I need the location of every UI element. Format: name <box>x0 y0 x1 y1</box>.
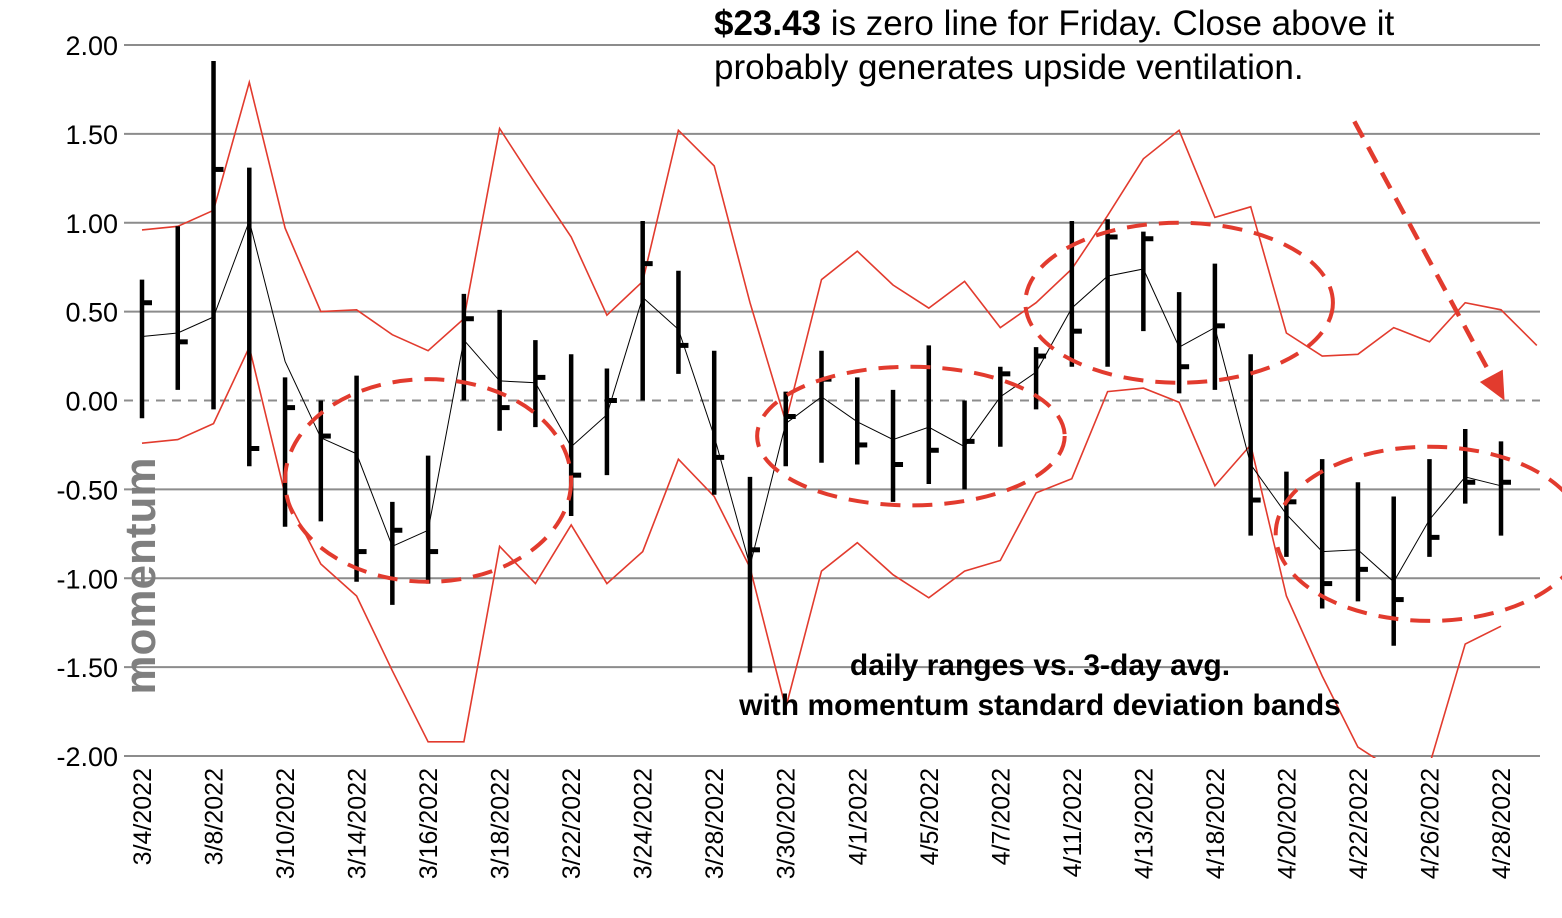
trend-arrow-head <box>1479 369 1505 401</box>
x-tick-label: 4/13/2022 <box>1130 768 1158 879</box>
y-tick-label: 1.50 <box>65 120 118 150</box>
x-tick-label: 4/20/2022 <box>1273 768 1301 879</box>
x-tick-label: 4/5/2022 <box>916 768 944 865</box>
highlight-ellipse <box>1273 444 1562 623</box>
chart-title-box: daily ranges vs. 3-day avg. with momentu… <box>600 646 1480 726</box>
price-level: $23.43 <box>714 4 822 43</box>
chart-title: daily ranges vs. 3-day avg. <box>849 649 1231 682</box>
daily-ranges <box>139 60 1511 673</box>
y-tick-label: 0.00 <box>65 387 118 417</box>
x-tick-label: 3/28/2022 <box>701 768 729 879</box>
lower-band-line <box>141 344 1502 758</box>
highlight-ellipse <box>283 377 574 584</box>
x-tick-label: 4/18/2022 <box>1202 768 1230 879</box>
x-tick-label: 3/16/2022 <box>415 768 443 879</box>
y-tick-label: -1.00 <box>56 564 118 594</box>
x-tick-label: 3/14/2022 <box>344 768 372 879</box>
x-tick-label: 4/7/2022 <box>987 768 1015 865</box>
highlight-ellipses <box>283 120 1562 623</box>
y-tick-label: 0.50 <box>65 298 118 328</box>
x-tick-label: 3/10/2022 <box>272 768 300 879</box>
y-tick-label: -2.00 <box>56 742 118 772</box>
upper-band-line <box>141 79 1538 425</box>
x-tick-label: 3/30/2022 <box>773 768 801 879</box>
highlight-ellipse <box>1023 220 1335 385</box>
annotation-line-2: probably generates upside ventilation. <box>714 48 1304 87</box>
chart-subtitle: with momentum standard deviation bands <box>739 689 1341 722</box>
x-tick-label: 3/18/2022 <box>487 768 515 879</box>
x-axis-ticks: 3/4/2022 3/8/2022 3/10/2022 3/14/2022 3/16/2… <box>129 768 1516 879</box>
x-tick-label: 4/22/2022 <box>1345 768 1373 879</box>
y-tick-label: -1.50 <box>56 653 118 683</box>
x-tick-label: 4/28/2022 <box>1488 768 1516 879</box>
x-tick-label: 3/24/2022 <box>630 768 658 879</box>
y-axis-ticks: 2.00 1.50 1.00 0.50 0.00 -0.50 -1.00 -1.50 -2.00 <box>56 31 118 772</box>
x-tick-label: 4/1/2022 <box>844 768 872 865</box>
y-tick-label: 2.00 <box>65 31 118 61</box>
x-tick-label: 4/26/2022 <box>1416 768 1444 879</box>
std-dev-bands <box>141 79 1538 758</box>
x-tick-label: 4/11/2022 <box>1059 768 1087 877</box>
y-tick-label: 1.00 <box>65 209 118 239</box>
annotation-line-1: $23.43 is zero line for Friday. Close ab… <box>714 2 1554 46</box>
y-axis-label: momentum <box>116 457 165 694</box>
annotation-line-1-rest: is zero line for Friday. Close above it <box>821 4 1395 43</box>
x-tick-label: 3/8/2022 <box>201 768 229 865</box>
annotation-note: $23.43 is zero line for Friday. Close ab… <box>714 2 1554 90</box>
y-tick-label: -0.50 <box>56 475 118 505</box>
highlight-ellipse <box>755 364 1067 508</box>
x-tick-label: 3/4/2022 <box>129 768 157 865</box>
x-tick-label: 3/22/2022 <box>558 768 586 879</box>
trend-arrow-shaft <box>1352 120 1494 377</box>
